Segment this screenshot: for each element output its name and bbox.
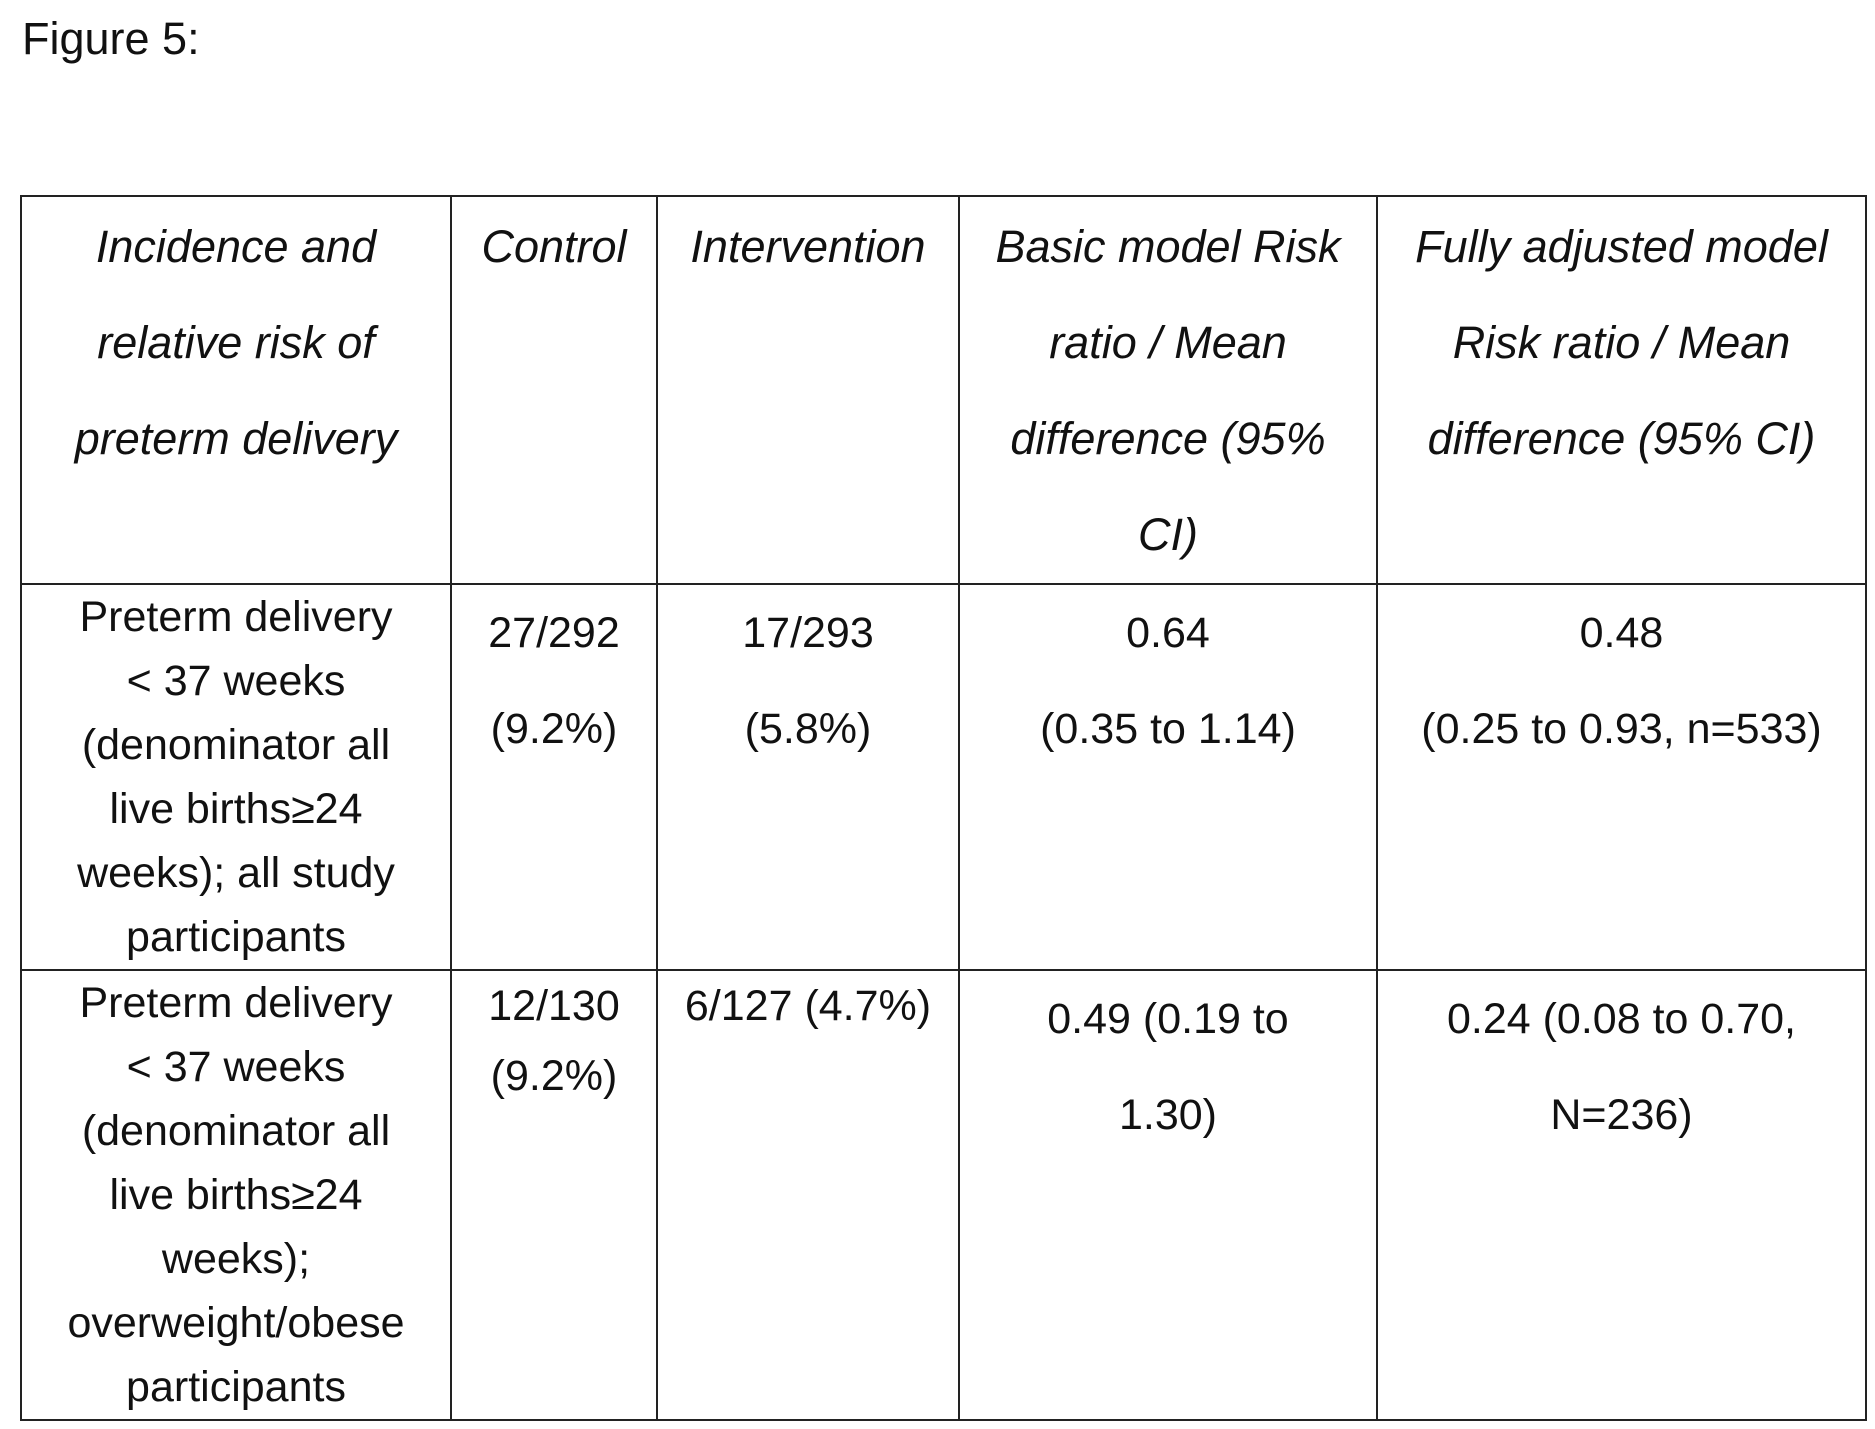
adjusted-estimate: 0.24 (0.08 to 0.70, — [1446, 995, 1797, 1043]
control-percent: (9.2%) — [490, 705, 618, 753]
row-label-line: < 37 weeks — [126, 1043, 346, 1091]
basic-model-cell: 0.49 (0.19 to 1.30) — [958, 969, 1378, 1421]
row-label-line: weeks); all study — [77, 849, 395, 897]
intervention-value: 6/127 (4.7%) — [684, 982, 932, 1030]
row-label-line: participants — [126, 1363, 346, 1411]
header-control: Control — [450, 195, 658, 585]
control-cell: 12/130 (9.2%) — [450, 969, 658, 1421]
header-row: Incidence and relative risk of preterm d… — [20, 195, 1867, 585]
table-row: Preterm delivery < 37 weeks (denominator… — [20, 969, 1867, 1421]
intervention-cell: 17/293 (5.8%) — [656, 583, 960, 971]
intervention-percent: (5.8%) — [744, 705, 872, 753]
adjusted-model-cell: 0.48 (0.25 to 0.93, n=533) — [1376, 583, 1867, 971]
table-row: Preterm delivery < 37 weeks (denominator… — [20, 583, 1867, 971]
basic-ci: 1.30) — [1118, 1091, 1217, 1139]
adjusted-ci: (0.25 to 0.93, n=533) — [1421, 705, 1822, 753]
header-line: preterm delivery — [74, 413, 398, 464]
control-cell: 27/292 (9.2%) — [450, 583, 658, 971]
header-line: difference (95% — [1010, 413, 1326, 464]
header-line: Intervention — [690, 221, 926, 272]
figure-label: Figure 5: — [22, 13, 200, 64]
row-label-line: (denominator all — [81, 721, 391, 769]
row-label-line: live births≥24 — [109, 785, 363, 833]
header-line: Incidence and — [95, 221, 377, 272]
basic-model-cell: 0.64 (0.35 to 1.14) — [958, 583, 1378, 971]
control-percent: (9.2%) — [490, 1052, 618, 1100]
row-label-line: (denominator all — [81, 1107, 391, 1155]
row-label-line: Preterm delivery — [79, 979, 393, 1027]
results-table: Incidence and relative risk of preterm d… — [20, 195, 1867, 1421]
row-label-line: Preterm delivery — [79, 593, 393, 641]
row-label-cell: Preterm delivery < 37 weeks (denominator… — [20, 583, 452, 971]
intervention-cell: 6/127 (4.7%) — [656, 969, 960, 1421]
basic-estimate: 0.49 (0.19 to — [1047, 995, 1289, 1043]
header-line: Basic model Risk — [995, 221, 1341, 272]
control-count: 12/130 — [488, 982, 620, 1030]
row-label-cell: Preterm delivery < 37 weeks (denominator… — [20, 969, 452, 1421]
row-label-line: < 37 weeks — [126, 657, 346, 705]
adjusted-estimate: 0.48 — [1579, 609, 1664, 657]
header-line: relative risk of — [97, 317, 375, 368]
header-line: CI) — [1138, 509, 1198, 560]
header-adjusted-model: Fully adjusted model Risk ratio / Mean d… — [1376, 195, 1867, 585]
header-line: Control — [481, 221, 627, 272]
header-basic-model: Basic model Risk ratio / Mean difference… — [958, 195, 1378, 585]
header-outcome: Incidence and relative risk of preterm d… — [20, 195, 452, 585]
header-line: difference (95% CI) — [1427, 413, 1816, 464]
row-label-line: live births≥24 — [109, 1171, 363, 1219]
intervention-count: 17/293 — [742, 609, 874, 657]
adjusted-model-cell: 0.24 (0.08 to 0.70, N=236) — [1376, 969, 1867, 1421]
header-line: ratio / Mean — [1049, 317, 1287, 368]
row-label-line: overweight/obese — [67, 1299, 405, 1347]
basic-estimate: 0.64 — [1126, 609, 1210, 657]
adjusted-ci: N=236) — [1550, 1091, 1693, 1139]
row-label-line: weeks); — [161, 1235, 311, 1283]
control-count: 27/292 — [488, 609, 620, 657]
basic-ci: (0.35 to 1.14) — [1040, 705, 1296, 753]
row-label-line: participants — [126, 913, 346, 961]
header-intervention: Intervention — [656, 195, 960, 585]
header-line: Risk ratio / Mean — [1452, 317, 1791, 368]
header-line: Fully adjusted model — [1415, 221, 1828, 272]
